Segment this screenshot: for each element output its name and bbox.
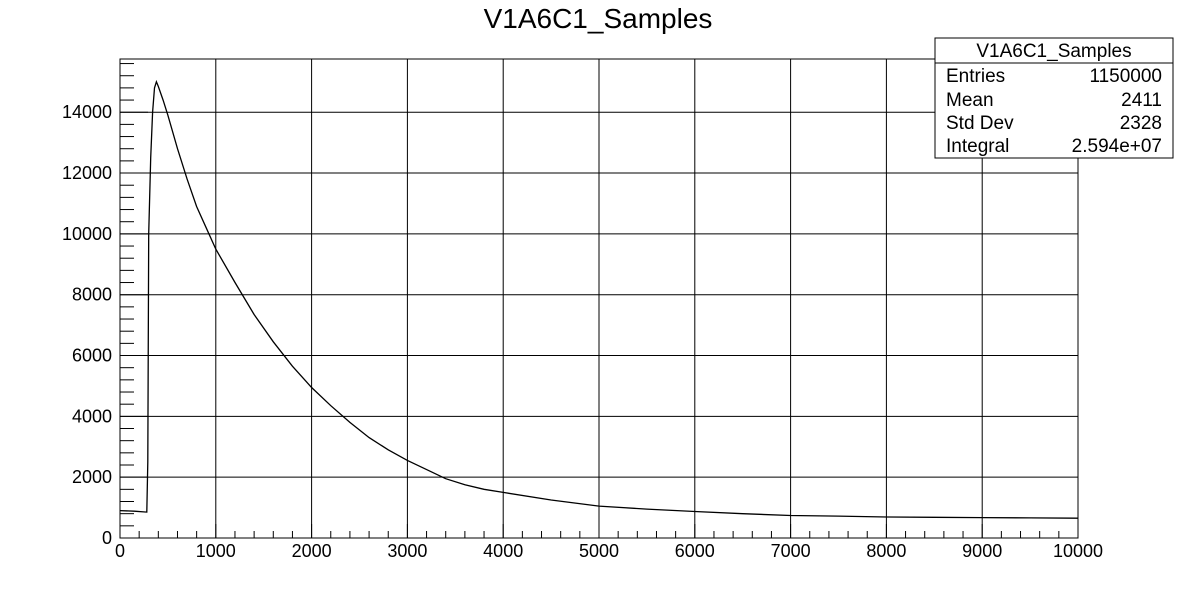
x-tick-label: 8000 [866, 541, 906, 561]
y-tick-label: 2000 [72, 467, 112, 487]
stats-box: V1A6C1_Samples Entries 1150000 Mean 2411… [934, 37, 1174, 159]
stats-stddev-value: 2328 [1120, 113, 1162, 134]
x-tick-label: 4000 [483, 541, 523, 561]
x-tick-label: 6000 [675, 541, 715, 561]
x-tick-label: 10000 [1053, 541, 1103, 561]
y-tick-label: 10000 [62, 224, 112, 244]
y-tick-label: 6000 [72, 346, 112, 366]
y-tick-label: 14000 [62, 102, 112, 122]
stats-integral-label: Integral [946, 136, 1009, 157]
chart-title: V1A6C1_Samples [484, 3, 713, 34]
x-tick-label: 0 [115, 541, 125, 561]
x-tick-label: 7000 [771, 541, 811, 561]
stats-mean-value: 2411 [1121, 90, 1162, 111]
x-tick-label: 9000 [962, 541, 1002, 561]
stats-box-title: V1A6C1_Samples [976, 41, 1131, 62]
stats-entries-value: 1150000 [1089, 66, 1162, 87]
y-tick-label: 0 [102, 528, 112, 548]
y-tick-label: 8000 [72, 285, 112, 305]
stats-box-frame [934, 37, 1174, 159]
x-tick-label: 1000 [196, 541, 236, 561]
series-line-0 [119, 79, 1079, 519]
x-tick-label: 2000 [292, 541, 332, 561]
y-tick-label: 4000 [72, 406, 112, 426]
stats-mean-label: Mean [946, 90, 994, 111]
y-tick-label: 12000 [62, 163, 112, 183]
axes [119, 58, 1079, 539]
series-layer [119, 79, 1079, 519]
x-tick-label: 3000 [387, 541, 427, 561]
grid-lines [120, 59, 1078, 538]
stats-integral-value: 2.594e+07 [1072, 136, 1162, 157]
tick-labels: 0 1000 2000 3000 4000 5000 6000 7000 8000 9000 100… [62, 102, 1103, 561]
x-tick-label: 5000 [579, 541, 619, 561]
stats-stddev-label: Std Dev [946, 113, 1014, 134]
stats-entries-label: Entries [946, 66, 1005, 87]
